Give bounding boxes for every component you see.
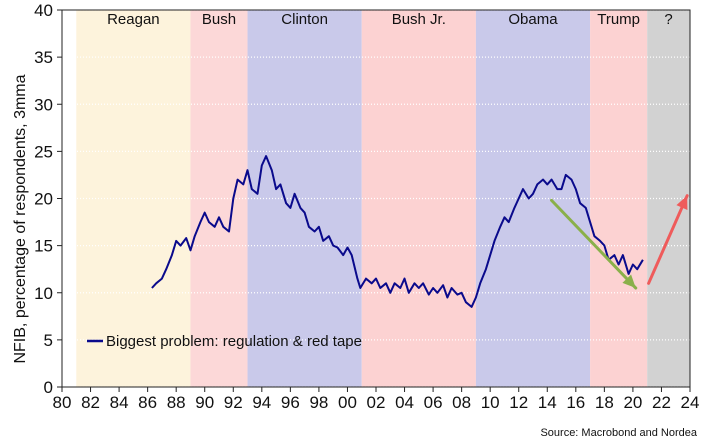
trend-arrowhead-1 [676,195,688,210]
x-axis: 80 82 84 86 88 90 92 94 96 98 00 02 04 06 08 10 12 14 16 18… [53,387,700,412]
era-label-5: Trump [597,11,640,28]
x-tick-label-10: 00 [338,393,357,412]
x-tick-label-9: 98 [309,393,328,412]
source-note: Source: Macrobond and Nordea [540,427,697,439]
x-tick-label-21: 22 [652,393,671,412]
x-tick-label-14: 08 [452,393,471,412]
y-tick-label-2: 10 [34,284,53,303]
era-label-6: ? [664,11,672,28]
x-tick-label-19: 18 [595,393,614,412]
trend-arrow-shaft-0 [550,198,638,290]
era-label-2: Clinton [281,11,328,28]
y-tick-label-6: 30 [34,95,53,114]
x-tick-label-8: 96 [281,393,300,412]
x-tick-label-16: 12 [509,393,528,412]
x-tick-label-0: 80 [53,393,72,412]
x-tick-label-20: 20 [623,393,642,412]
y-tick-label-4: 20 [34,190,53,209]
x-tick-label-5: 90 [195,393,214,412]
trend-arrows [550,194,689,290]
x-tick-label-3: 86 [138,393,157,412]
y-tick-label-5: 25 [34,142,53,161]
series-line-0 [151,155,644,308]
x-tick-label-4: 88 [167,393,186,412]
y-tick-label-7: 35 [34,48,53,67]
x-tick-label-15: 10 [481,393,500,412]
presidential-era-bands: Reagan Bush Clinton Bush Jr. Obama Trump? [76,10,690,387]
x-tick-label-1: 82 [81,393,100,412]
y-tick-label-1: 5 [44,331,53,350]
x-tick-label-18: 16 [566,393,585,412]
x-tick-label-13: 06 [424,393,443,412]
era-label-3: Bush Jr. [392,11,446,28]
era-label-4: Obama [508,11,558,28]
era-label-0: Reagan [107,11,160,28]
y-tick-label-3: 15 [34,237,53,256]
trend-arrow-shaft-1 [647,194,689,285]
y-axis: 0 5 10 15 20 25 30 35 40 [34,1,62,397]
x-tick-label-12: 04 [395,393,414,412]
y-axis-title: NFIB, percentage of respondents, 3mma [12,74,29,363]
x-tick-label-11: 02 [367,393,386,412]
x-tick-label-22: 24 [681,393,700,412]
y-tick-label-8: 40 [34,1,53,20]
x-tick-label-2: 84 [110,393,129,412]
legend-label: Biggest problem: regulation & red tape [106,333,362,350]
x-tick-label-6: 92 [224,393,243,412]
trend-arrowhead-0 [622,274,636,289]
legend: Biggest problem: regulation & red tape [87,333,362,350]
x-tick-label-7: 94 [252,393,271,412]
era-label-1: Bush [202,11,236,28]
y-tick-label-0: 0 [44,378,53,397]
x-tick-label-17: 14 [538,393,557,412]
